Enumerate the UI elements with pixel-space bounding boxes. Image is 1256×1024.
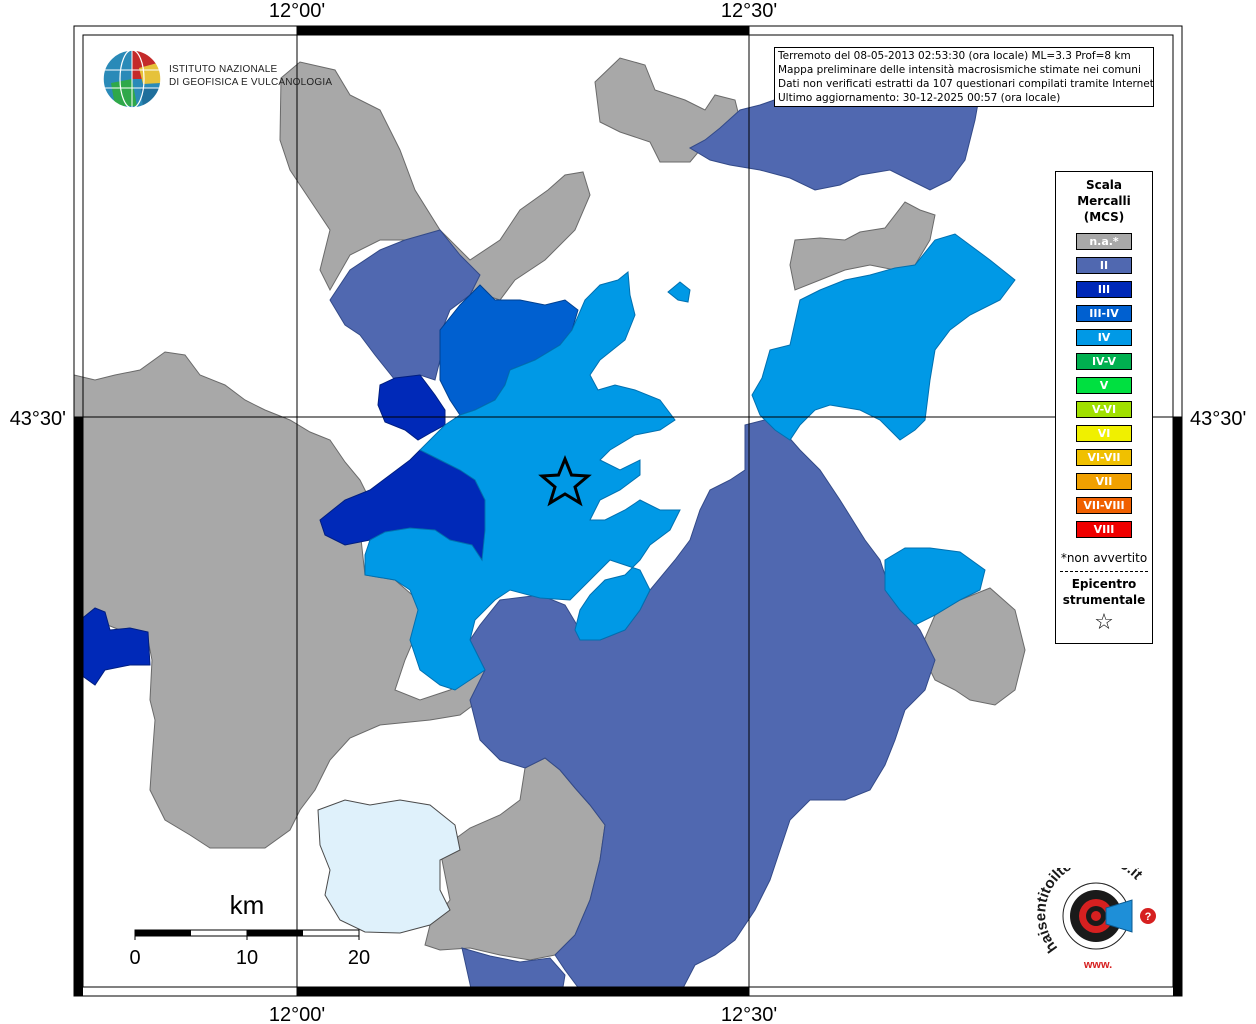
- lon-label-bottom-left: 12°00': [269, 1004, 325, 1024]
- scale-tick-20: 20: [348, 947, 370, 969]
- legend-items: n.a.* II III III-IV IV IV-V V V-VI VI VI-VII VII VI…: [1056, 233, 1152, 538]
- scale-bar: km 0 10 20: [129, 890, 370, 969]
- ingv-line-2: DI GEOFISICA E VULCANOLOGIA: [169, 77, 333, 88]
- scale-unit: km: [230, 890, 265, 920]
- legend-item-vi-vii: VI-VII: [1076, 449, 1132, 466]
- legend-item-iii-iv: III-IV: [1076, 305, 1132, 322]
- info-line-1: Terremoto del 08-05-2013 02:53:30 (ora l…: [778, 50, 1131, 62]
- legend-item-iv-v: IV-V: [1076, 353, 1132, 370]
- lon-label-top-right: 12°30': [721, 0, 777, 22]
- epicenter-star-icon: [538, 455, 592, 507]
- hsit-www-text: www.: [1083, 959, 1112, 971]
- legend-note: *non avvertito: [1060, 551, 1148, 565]
- legend-epicenter-text: Epicentro strumentale: [1062, 577, 1146, 607]
- lat-label-left: 43°30': [10, 408, 66, 430]
- lat-label-right: 43°30': [1190, 408, 1246, 430]
- info-line-2: Mappa preliminare delle intensità macros…: [778, 64, 1141, 76]
- lake: [317, 799, 461, 934]
- legend-item-n-a: n.a.*: [1076, 233, 1132, 250]
- legend-item-viii: VIII: [1076, 521, 1132, 538]
- info-line-4: Ultimo aggiornamento: 30-12-2025 00:57 (…: [778, 92, 1061, 104]
- legend-title: Scala Mercalli (MCS): [1056, 177, 1152, 225]
- legend-title-text: Scala Mercalli (MCS): [1077, 178, 1131, 224]
- legend-item-v: V: [1076, 377, 1132, 394]
- legend-item-vii-viii: VII-VIII: [1076, 497, 1132, 514]
- mcs-legend: Scala Mercalli (MCS) n.a.* II III III-IV IV I…: [1055, 171, 1153, 644]
- frame-ticks: [74, 26, 1182, 996]
- ingv-line-1: ISTITUTO NAZIONALE: [169, 64, 278, 75]
- ingv-logo-text: ISTITUTO NAZIONALE DI GEOFISICA E VULCAN…: [169, 63, 332, 89]
- region-iv: [364, 233, 1016, 691]
- legend-item-iii: III: [1076, 281, 1132, 298]
- ingv-globe-icon: [102, 49, 162, 109]
- legend-item-ii: II: [1076, 257, 1132, 274]
- hsit-logo: ? haisentitoilterremoto.it www.: [1036, 868, 1156, 971]
- legend-item-v-vi: V-VI: [1076, 401, 1132, 418]
- lon-label-bottom-right: 12°30': [721, 1004, 777, 1024]
- legend-item-vi: VI: [1076, 425, 1132, 442]
- graticule: [74, 26, 1182, 996]
- region-iii: [73, 374, 486, 686]
- lon-label-top-left: 12°00': [269, 0, 325, 22]
- info-line-3: Dati non verificati estratti da 107 ques…: [778, 78, 1154, 90]
- event-info-box: Terremoto del 08-05-2013 02:53:30 (ora l…: [774, 47, 1154, 107]
- legend-star-icon: ☆: [1094, 610, 1114, 635]
- legend-epicenter-label: Epicentro strumentale: [1056, 576, 1152, 608]
- hsit-question-icon: ?: [1145, 911, 1152, 923]
- legend-item-vii: VII: [1076, 473, 1132, 490]
- legend-item-iv: IV: [1076, 329, 1132, 346]
- scale-tick-10: 10: [236, 947, 258, 969]
- region-na: [73, 57, 1026, 961]
- legend-divider: [1060, 571, 1148, 572]
- scale-tick-0: 0: [129, 947, 140, 969]
